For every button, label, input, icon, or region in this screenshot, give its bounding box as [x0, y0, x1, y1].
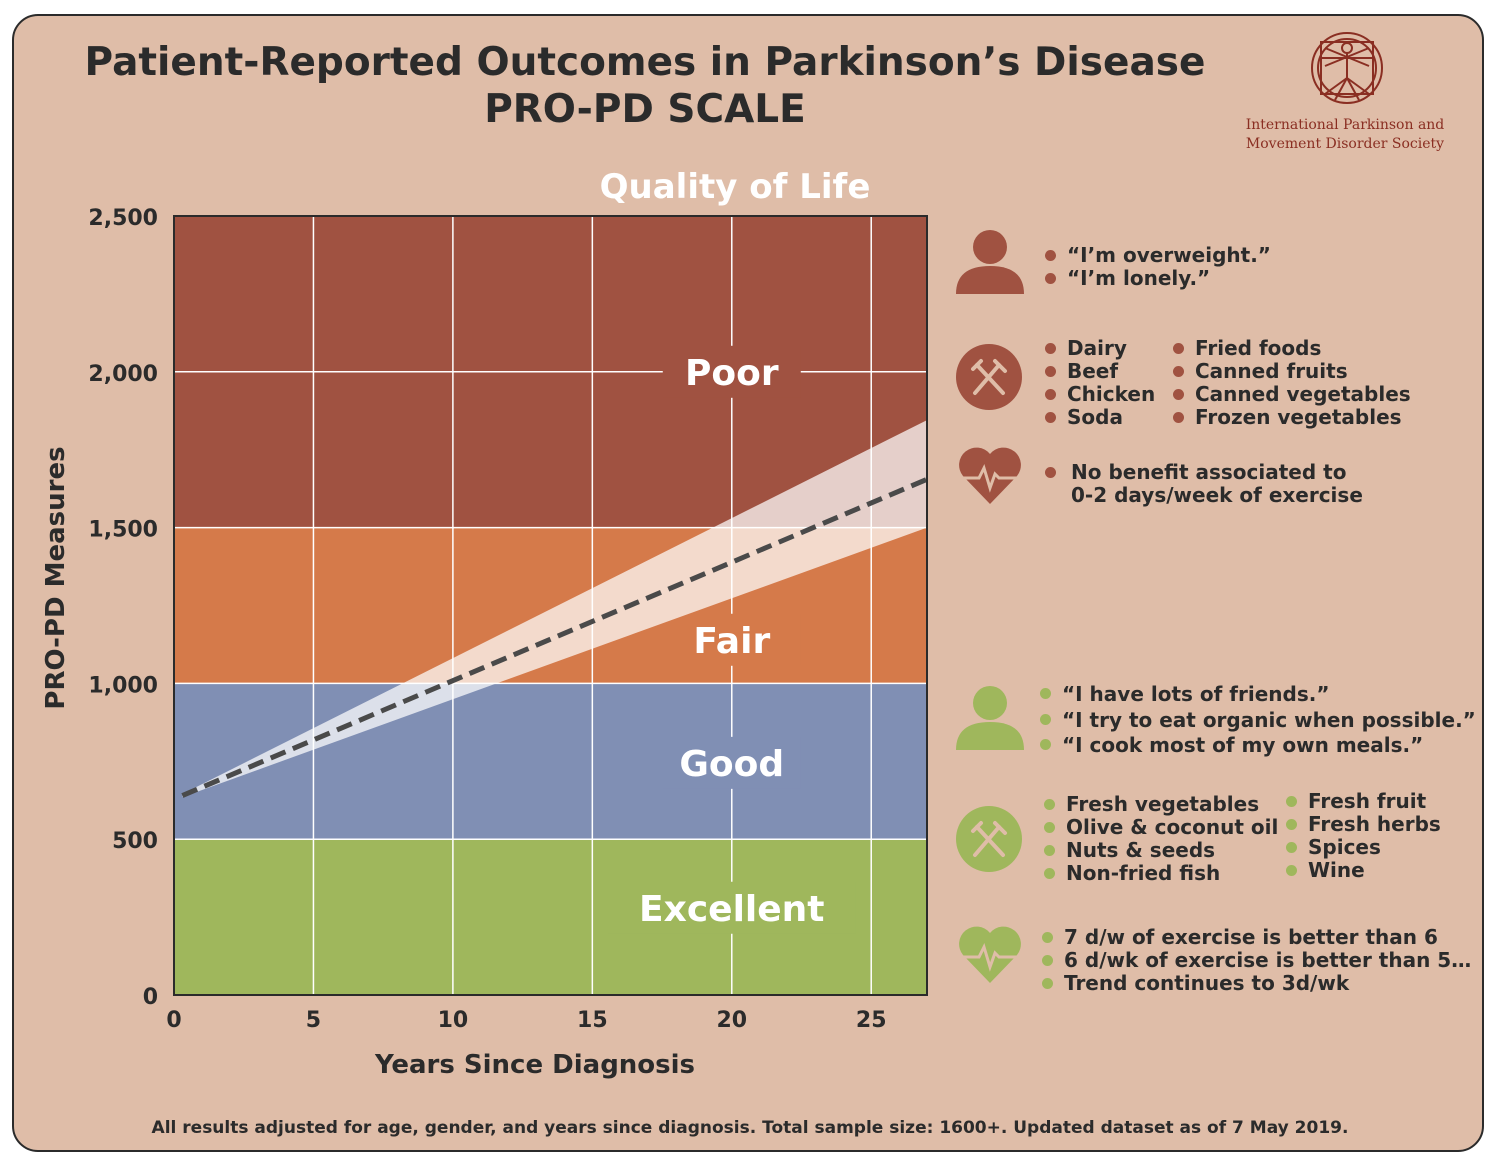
poor-food-item: Canned vegetables: [1173, 383, 1411, 406]
poor-exercise-line1: No benefit associated to: [1045, 461, 1363, 484]
fork-knife-icon: [956, 806, 1022, 872]
good-exercise: 7 d/w of exercise is better than 6 6 d/w…: [1042, 926, 1471, 995]
x-tick-label: 20: [716, 1008, 747, 1033]
person-icon: [956, 230, 1024, 294]
y-tick-label: 500: [112, 829, 158, 854]
poor-food-item: Dairy: [1045, 337, 1155, 360]
good-food-item: Spices: [1286, 836, 1441, 859]
y-tick-label: 2,500: [88, 206, 158, 231]
x-tick-label: 15: [577, 1008, 608, 1033]
y-tick-label: 0: [143, 985, 158, 1010]
good-exercise-line: Trend continues to 3d/wk: [1042, 972, 1471, 995]
good-foods-col1: Fresh vegetables Olive & coconut oil Nut…: [1044, 793, 1278, 885]
poor-exercise-line2: 0-2 days/week of exercise: [1071, 483, 1363, 507]
poor-quote-2: “I’m lonely.”: [1045, 267, 1271, 290]
y-tick-label: 1,500: [88, 518, 158, 543]
good-quote-3: “I cook most of my own meals.”: [1040, 733, 1476, 759]
plot-frame: [173, 215, 928, 996]
poor-exercise: No benefit associated to 0-2 days/week o…: [1045, 461, 1363, 507]
good-person-quotes: “I have lots of friends.” “I try to eat …: [1040, 682, 1476, 759]
good-food-item: Nuts & seeds: [1044, 839, 1278, 862]
good-food-item: Olive & coconut oil: [1044, 816, 1278, 839]
footnote: All results adjusted for age, gender, an…: [151, 1118, 1349, 1138]
band-label: Poor: [685, 353, 779, 394]
band-label-bg: [662, 736, 801, 789]
good-exercise-line: 6 d/wk of exercise is better than 5…: [1042, 949, 1471, 972]
good-food-item: Fresh herbs: [1286, 813, 1441, 836]
x-tick-label: 0: [166, 1008, 181, 1033]
poor-food-item: Fried foods: [1173, 337, 1411, 360]
good-foods-col2: Fresh fruit Fresh herbs Spices Wine: [1286, 790, 1441, 882]
good-quote-2: “I try to eat organic when possible.”: [1040, 708, 1476, 734]
y-tick-label: 1,000: [88, 673, 158, 698]
band-label-bg: [662, 613, 801, 666]
chart-title: Quality of Life: [600, 167, 871, 207]
band-label: Good: [679, 744, 784, 785]
band-label-bg: [662, 345, 801, 398]
poor-food-item: Canned fruits: [1173, 360, 1411, 383]
band-label-bg: [607, 881, 856, 934]
heart-pulse-icon: [959, 447, 1021, 504]
heart-pulse-icon: [959, 926, 1021, 983]
good-food-item: Fresh fruit: [1286, 790, 1441, 813]
x-tick-label: 25: [856, 1008, 887, 1033]
logo-org-name: International Parkinson and Movement Dis…: [1225, 116, 1465, 154]
poor-food-item: Soda: [1045, 406, 1155, 429]
good-quote-1: “I have lots of friends.”: [1040, 682, 1476, 708]
good-food-item: Fresh vegetables: [1044, 793, 1278, 816]
poor-food-item: Chicken: [1045, 383, 1155, 406]
vitruvian-man-seal-icon: [1311, 32, 1383, 104]
person-icon: [956, 686, 1024, 750]
page-subtitle: PRO-PD SCALE: [484, 87, 806, 132]
poor-food-item: Beef: [1045, 360, 1155, 383]
poor-food-item: Frozen vegetables: [1173, 406, 1411, 429]
logo-org-name-line1: International Parkinson and: [1245, 117, 1445, 133]
page-title: Patient-Reported Outcomes in Parkinson’s…: [84, 40, 1206, 85]
poor-foods-col2: Fried foods Canned fruits Canned vegetab…: [1173, 337, 1411, 429]
poor-person-quotes: “I’m overweight.” “I’m lonely.”: [1045, 244, 1271, 290]
trend-line: [181, 477, 928, 798]
poor-foods-col1: Dairy Beef Chicken Soda: [1045, 337, 1155, 429]
poor-quote-1: “I’m overweight.”: [1045, 244, 1271, 267]
x-tick-label: 5: [306, 1008, 321, 1033]
good-exercise-line: 7 d/w of exercise is better than 6: [1042, 926, 1471, 949]
x-tick-label: 10: [438, 1008, 469, 1033]
y-axis-label: PRO-PD Measures: [41, 446, 71, 709]
band-label: Excellent: [639, 889, 825, 930]
x-axis-label: Years Since Diagnosis: [374, 1050, 695, 1080]
y-tick-label: 2,000: [88, 362, 158, 387]
fork-knife-icon: [956, 344, 1022, 410]
band-good: [174, 683, 927, 840]
good-food-item: Non-fried fish: [1044, 862, 1278, 885]
band-label: Fair: [693, 621, 770, 662]
confidence-band: [182, 420, 927, 798]
good-food-item: Wine: [1286, 859, 1441, 882]
logo-org-name-line2: Movement Disorder Society: [1245, 136, 1445, 152]
